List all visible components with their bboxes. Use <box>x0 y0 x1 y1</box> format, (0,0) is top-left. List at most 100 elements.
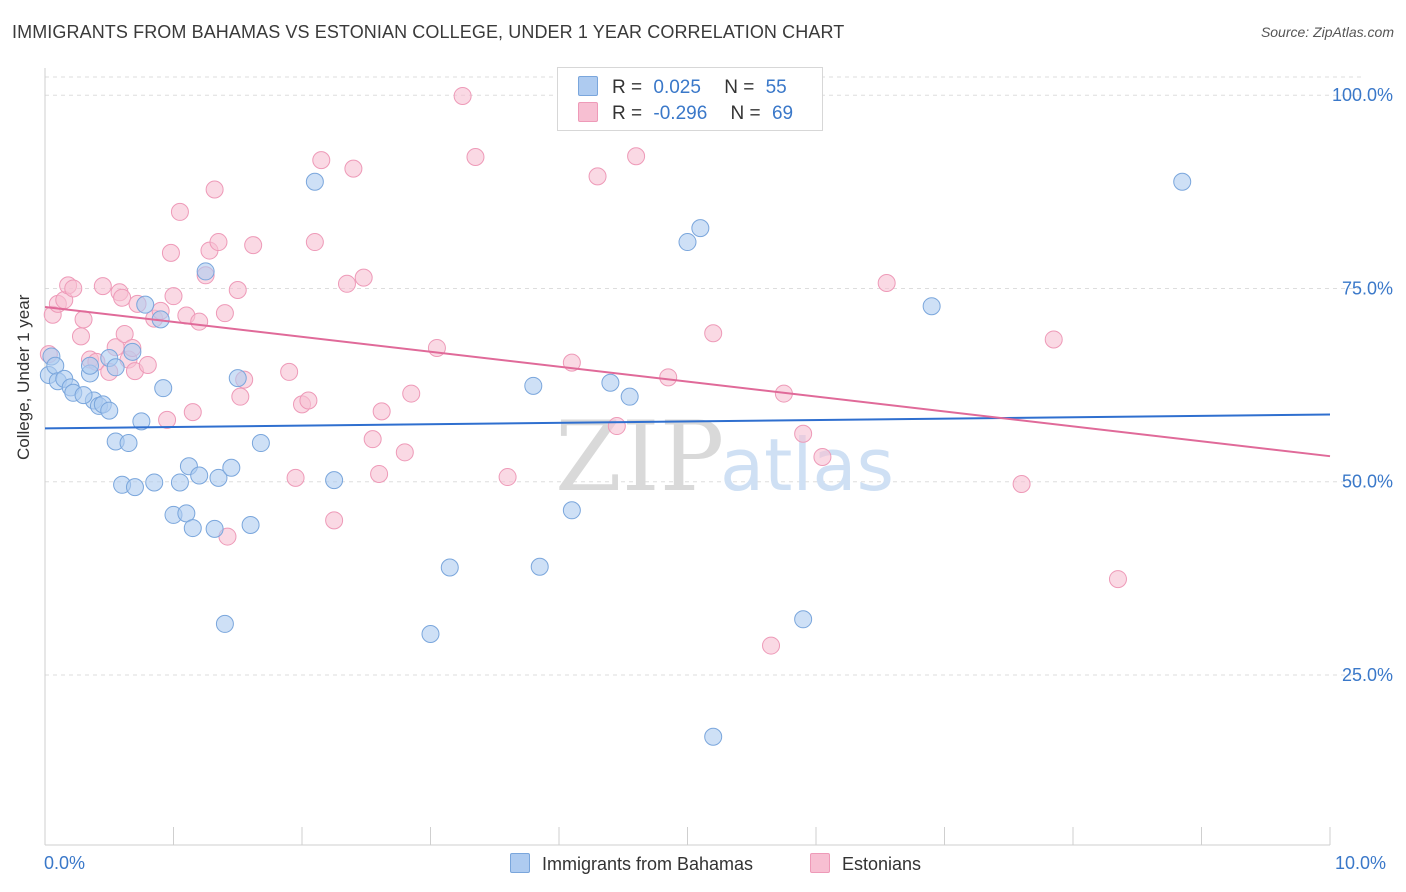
x-tick-min: 0.0% <box>44 853 86 873</box>
data-point <box>344 159 363 178</box>
data-point <box>498 468 517 487</box>
data-point <box>607 417 626 436</box>
data-point <box>466 148 485 167</box>
data-point <box>231 387 250 406</box>
chart-title: IMMIGRANTS FROM BAHAMAS VS ESTONIAN COLL… <box>12 22 845 42</box>
data-point <box>190 312 209 331</box>
data-point <box>704 324 723 343</box>
legend-swatch-blue <box>578 76 598 96</box>
data-point <box>1012 475 1031 494</box>
data-point <box>299 391 318 410</box>
data-point <box>145 473 164 492</box>
legend-n-value: 55 <box>765 77 787 98</box>
data-point <box>115 325 134 344</box>
legend-swatch-pink <box>810 853 830 873</box>
data-point <box>164 287 183 306</box>
data-point <box>372 402 391 421</box>
data-point <box>93 277 112 296</box>
legend-r-value: -0.296 <box>653 103 708 124</box>
legend-item-estonians: Estonians <box>810 853 921 875</box>
data-point <box>325 471 344 490</box>
legend-swatch-blue <box>510 853 530 873</box>
trend-line <box>44 305 1331 458</box>
data-point <box>1108 570 1127 589</box>
data-point <box>170 473 189 492</box>
data-point <box>305 172 324 191</box>
data-point <box>205 519 224 538</box>
y-axis-label: College, Under 1 year <box>14 294 33 460</box>
data-point <box>562 501 581 520</box>
data-point <box>228 280 247 299</box>
legend-row-estonians: R = -0.296 N = 69 <box>578 102 793 124</box>
data-point <box>762 636 781 655</box>
trend-lines <box>44 305 1331 458</box>
legend-n-label: N = <box>730 103 761 124</box>
data-point <box>601 373 620 392</box>
data-point <box>113 288 132 307</box>
x-tick-max: 10.0% <box>1334 853 1386 873</box>
data-point <box>251 434 270 453</box>
data-point <box>138 355 157 374</box>
legend-item-bahamas: Immigrants from Bahamas <box>510 853 753 875</box>
data-point <box>337 274 356 293</box>
data-point <box>196 262 215 281</box>
data-point <box>877 274 896 293</box>
data-point <box>659 368 678 387</box>
y-tick-label: 75.0% <box>1342 278 1393 298</box>
data-point <box>100 401 119 420</box>
data-point <box>209 233 228 252</box>
legend-n-value: 69 <box>771 103 794 124</box>
legend-r-label: R = <box>612 103 643 124</box>
watermark-zip: ZIP <box>555 401 724 513</box>
data-point <box>222 458 241 477</box>
data-point <box>125 478 144 497</box>
legend-r-label: R = <box>612 77 643 98</box>
data-point <box>209 468 228 487</box>
data-point <box>370 464 389 483</box>
data-point <box>74 310 93 329</box>
data-point <box>354 268 373 287</box>
data-point <box>286 468 305 487</box>
data-point <box>1044 330 1063 349</box>
data-point <box>402 384 421 403</box>
data-point <box>678 233 697 252</box>
legend-swatch-pink <box>578 102 598 122</box>
y-tick-label: 50.0% <box>1342 472 1393 492</box>
legend-n-label: N = <box>724 77 755 98</box>
data-point <box>813 447 832 466</box>
series-bahamas <box>39 172 1192 746</box>
data-point <box>395 443 414 462</box>
data-point <box>170 202 189 221</box>
data-point <box>161 243 180 262</box>
data-point <box>241 515 260 534</box>
data-point <box>215 304 234 323</box>
data-point <box>704 727 723 746</box>
data-point <box>922 297 941 316</box>
y-tick-labels: 25.0% 50.0% 75.0% 100.0% <box>1332 85 1393 685</box>
data-point <box>440 558 459 577</box>
data-point <box>205 180 224 199</box>
correlation-legend: R = 0.025 N = 55 R = -0.296 N = 69 <box>557 67 823 131</box>
data-point <box>530 557 549 576</box>
data-point <box>183 403 202 422</box>
data-point <box>421 624 440 643</box>
legend-row-bahamas: R = 0.025 N = 55 <box>578 76 787 98</box>
data-point <box>794 610 813 629</box>
data-point <box>215 614 234 633</box>
trend-line <box>44 413 1331 430</box>
data-point <box>453 86 472 105</box>
data-point <box>119 434 138 453</box>
data-point <box>524 376 543 395</box>
data-point <box>363 430 382 449</box>
data-point <box>691 219 710 238</box>
data-point <box>132 412 151 431</box>
data-point <box>80 356 99 375</box>
grid <box>45 76 1365 676</box>
data-point <box>228 369 247 388</box>
data-point <box>325 511 344 530</box>
data-point <box>280 362 299 381</box>
data-point <box>305 233 324 252</box>
data-point <box>183 519 202 538</box>
y-tick-label: 25.0% <box>1342 665 1393 685</box>
